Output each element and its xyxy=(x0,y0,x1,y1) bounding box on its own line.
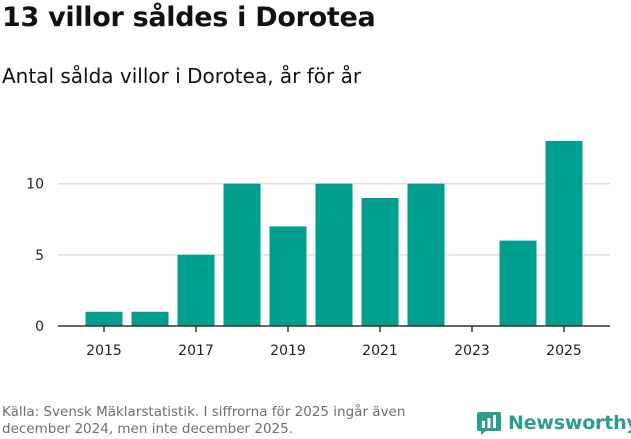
x-tick-label: 2017 xyxy=(178,343,214,359)
bar-2019 xyxy=(269,226,307,326)
bar-2025 xyxy=(545,141,583,326)
source-note: Källa: Svensk Mäklarstatistik. I siffror… xyxy=(2,404,406,437)
y-tick-label: 5 xyxy=(35,248,44,264)
bar-2022 xyxy=(407,183,445,326)
newsworthy-logo-icon xyxy=(477,412,501,435)
x-tick-label: 2019 xyxy=(270,343,306,359)
bar-2016 xyxy=(131,311,169,326)
x-tick-label: 2015 xyxy=(86,343,122,359)
y-tick-label: 0 xyxy=(35,319,44,335)
x-tick-label: 2021 xyxy=(362,343,398,359)
bar-2024 xyxy=(499,240,537,326)
bar-2018 xyxy=(223,183,261,326)
x-tick-label: 2025 xyxy=(546,343,582,359)
x-tick-label: 2023 xyxy=(454,343,490,359)
chart-subtitle: Antal sålda villor i Dorotea, år för år xyxy=(2,64,362,88)
brand-name: Newsworthy xyxy=(508,412,631,434)
y-tick-label: 10 xyxy=(26,177,44,193)
bar-2015 xyxy=(85,311,123,326)
bar-2017 xyxy=(177,254,215,326)
bar-2020 xyxy=(315,183,353,326)
brand-logo: Newsworthy xyxy=(476,408,631,438)
bar-2021 xyxy=(361,197,399,326)
axes: 0 5 10 2015 2017 2019 2021 2023 2025 xyxy=(26,177,610,359)
chart-title: 13 villor såldes i Dorotea xyxy=(2,2,376,33)
bars xyxy=(85,141,583,326)
bar-chart: 0 5 10 2015 2017 2019 2021 2023 2025 xyxy=(26,141,610,359)
